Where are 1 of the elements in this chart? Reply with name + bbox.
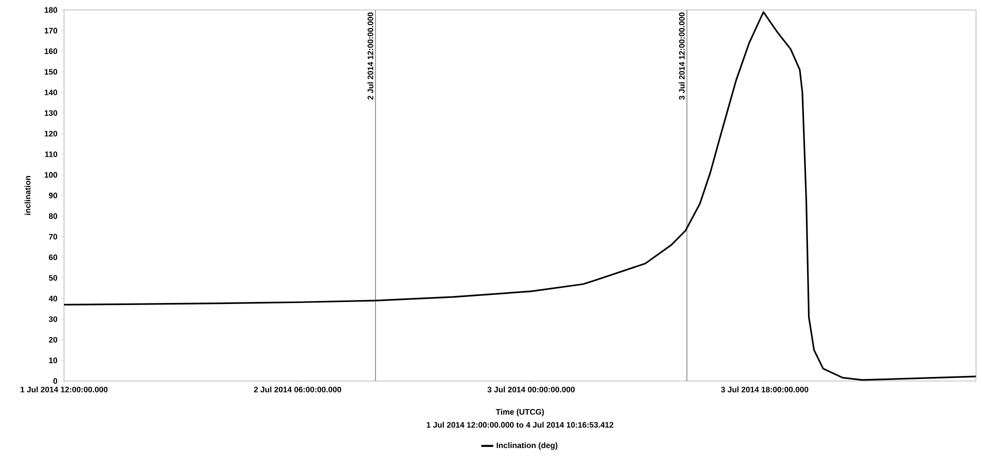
line-series [63, 11, 977, 381]
